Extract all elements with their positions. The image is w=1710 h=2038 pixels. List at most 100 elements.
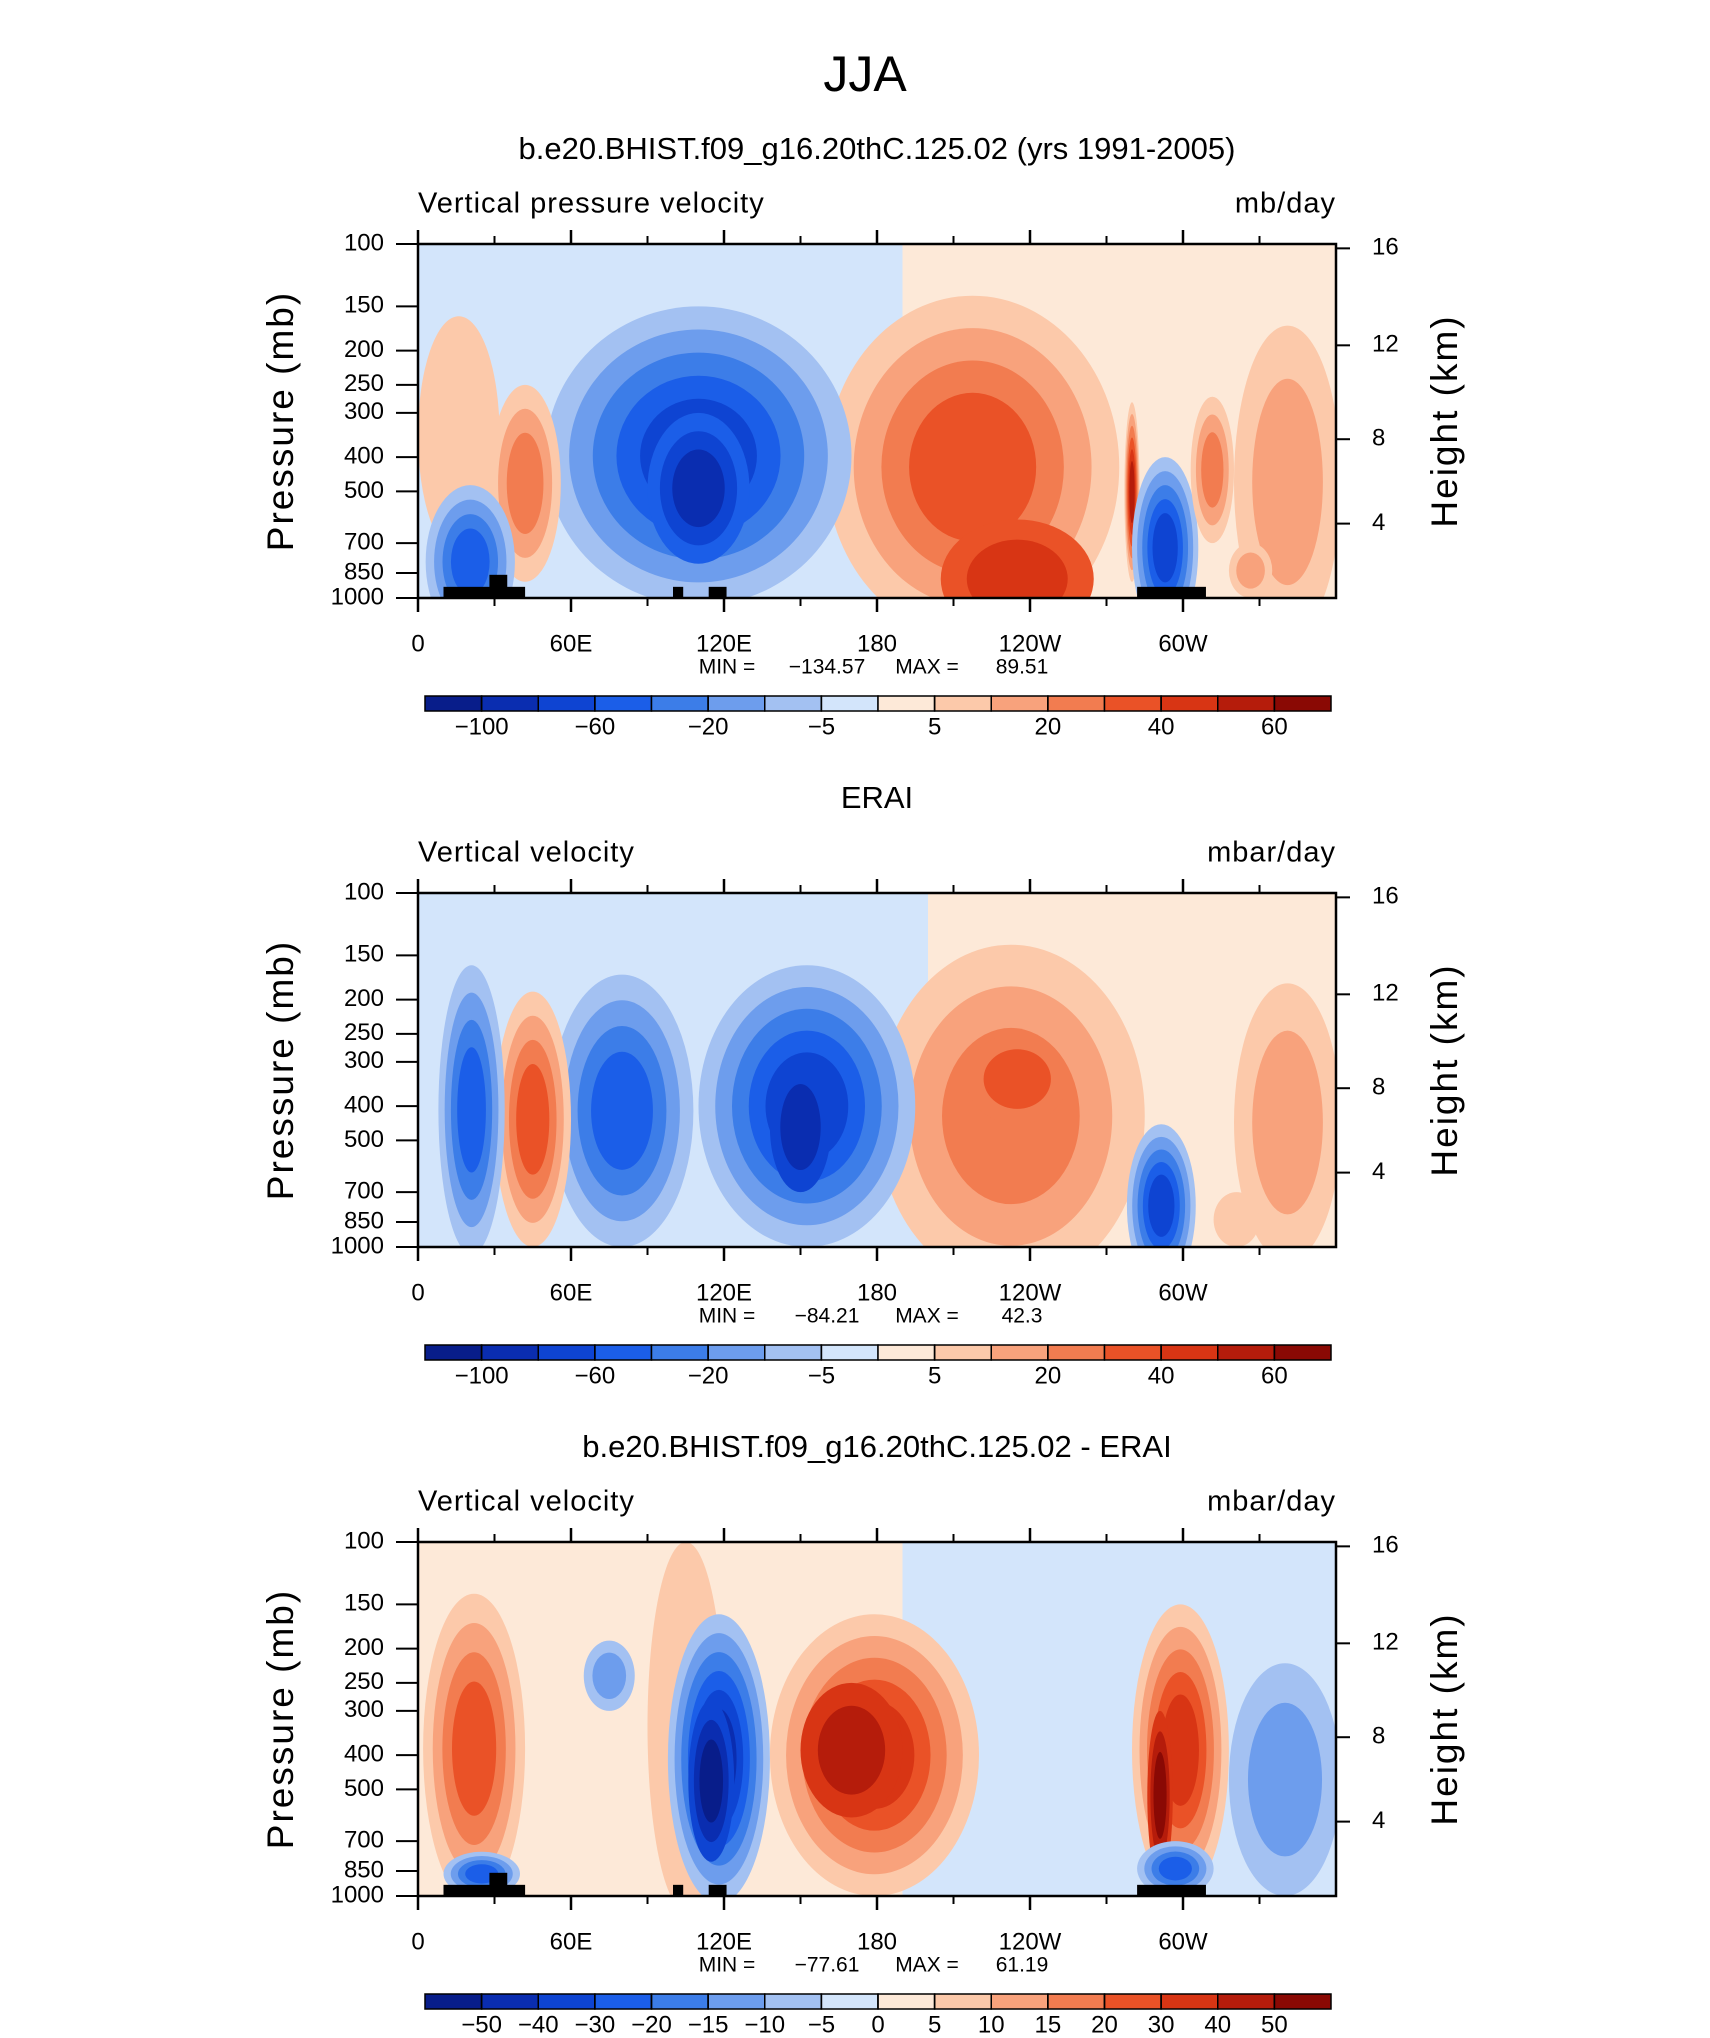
colorbar-label: −20 [688,1362,729,1389]
min-value: −134.57 [789,656,866,679]
colorbar-label: −30 [575,2011,616,2038]
colorbar-box [537,695,596,712]
x-tick-label: 60W [1158,1279,1208,1306]
colorbar-label: 60 [1261,713,1288,740]
topography [673,586,684,598]
min-value: −84.21 [795,1305,860,1328]
contour-band [817,1705,886,1795]
colorbar-label: −20 [631,2011,672,2038]
topography [1137,1884,1206,1896]
topography [708,586,727,598]
colorbar-label: −40 [518,2011,559,2038]
colorbar-box [1103,1993,1162,2010]
min-value: −77.61 [795,1954,860,1977]
units-label: mbar/day [1207,1486,1336,1518]
y-tick-label: 200 [344,1634,384,1661]
colorbar-box [764,1993,823,2010]
y-tick-label: 250 [344,370,384,397]
x-tick-label: 60E [550,1928,593,1955]
contour-band [1158,1856,1192,1881]
colorbar-box [1160,1993,1219,2010]
topography [673,1884,684,1896]
contour-band [1129,460,1135,524]
colorbar-box [594,695,653,712]
colorbar-box [933,695,992,712]
y-tick-label: 250 [344,1019,384,1046]
colorbar-box [1273,695,1332,712]
y-tick-label: 500 [344,477,384,504]
colorbar-box [877,695,936,712]
y-tick-label: 200 [344,985,384,1012]
colorbar-box [1160,695,1219,712]
contour-field [418,244,1336,598]
y-tick-label: 1000 [331,583,384,610]
contour-band [592,1652,627,1699]
colorbar-box [480,1993,539,2010]
x-tick-label: 60E [550,630,593,657]
colorbar-label: 5 [928,2011,941,2038]
contour-band [457,1047,486,1173]
colorbar-label: 50 [1261,2011,1288,2038]
colorbar-box [1217,695,1276,712]
colorbar-box [1103,1344,1162,1361]
figure-title: JJA [823,46,907,102]
colorbar-box [1103,695,1162,712]
contour-band [1252,378,1323,586]
y2-tick-label: 4 [1372,509,1385,536]
y-tick-label: 300 [344,1696,384,1723]
x-tick-label: 60E [550,1279,593,1306]
colorbar-box [424,1344,483,1361]
max-label: MAX = [895,656,959,679]
colorbar-box [650,695,709,712]
y-tick-label: 150 [344,1590,384,1617]
min-label: MIN = [699,656,756,679]
y-tick-label: 100 [344,1527,384,1554]
colorbar-box [877,1993,936,2010]
colorbar-label: 20 [1035,713,1062,740]
colorbar-box [650,1344,709,1361]
colorbar-box [820,1344,879,1361]
colorbar-label: 20 [1091,2011,1118,2038]
y-tick-label: 700 [344,529,384,556]
y-tick-label: 400 [344,442,384,469]
max-label: MAX = [895,1954,959,1977]
colorbar-label: 60 [1261,1362,1288,1389]
y-tick-label: 400 [344,1091,384,1118]
colorbar-box [594,1344,653,1361]
colorbar-box [1273,1993,1332,2010]
colorbar-label: −10 [744,2011,785,2038]
colorbar-box [594,1993,653,2010]
x-tick-label: 120E [696,1279,752,1306]
y-tick-label: 700 [344,1178,384,1205]
max-value: 89.51 [996,656,1049,679]
colorbar-label: −15 [688,2011,729,2038]
y-tick-label: 100 [344,229,384,256]
y-tick-label: 850 [344,558,384,585]
y2-tick-label: 4 [1372,1158,1385,1185]
y-axis-label: Pressure (mb) [260,940,301,1200]
colorbar-box [537,1344,596,1361]
colorbar-box [764,1344,823,1361]
contour-band [1201,432,1224,508]
x-tick-label: 60W [1158,630,1208,657]
colorbar-label: 5 [928,713,941,740]
y2-axis-label: Height (km) [1424,1612,1465,1825]
y-tick-label: 850 [344,1856,384,1883]
y-tick-label: 700 [344,1827,384,1854]
y2-tick-label: 16 [1372,1532,1399,1559]
y-tick-label: 1000 [331,1881,384,1908]
colorbar-box [707,1344,766,1361]
colorbar-box [1273,1344,1332,1361]
topography [443,1884,526,1896]
contour-field [418,893,1336,1247]
units-label: mbar/day [1207,837,1336,869]
y-tick-label: 150 [344,292,384,319]
colorbar-label: 20 [1035,1362,1062,1389]
y-tick-label: 500 [344,1126,384,1153]
y-tick-label: 1000 [331,1232,384,1259]
colorbar-label: 5 [928,1362,941,1389]
colorbar-box [877,1344,936,1361]
contour-band [699,1739,724,1823]
min-label: MIN = [699,1954,756,1977]
